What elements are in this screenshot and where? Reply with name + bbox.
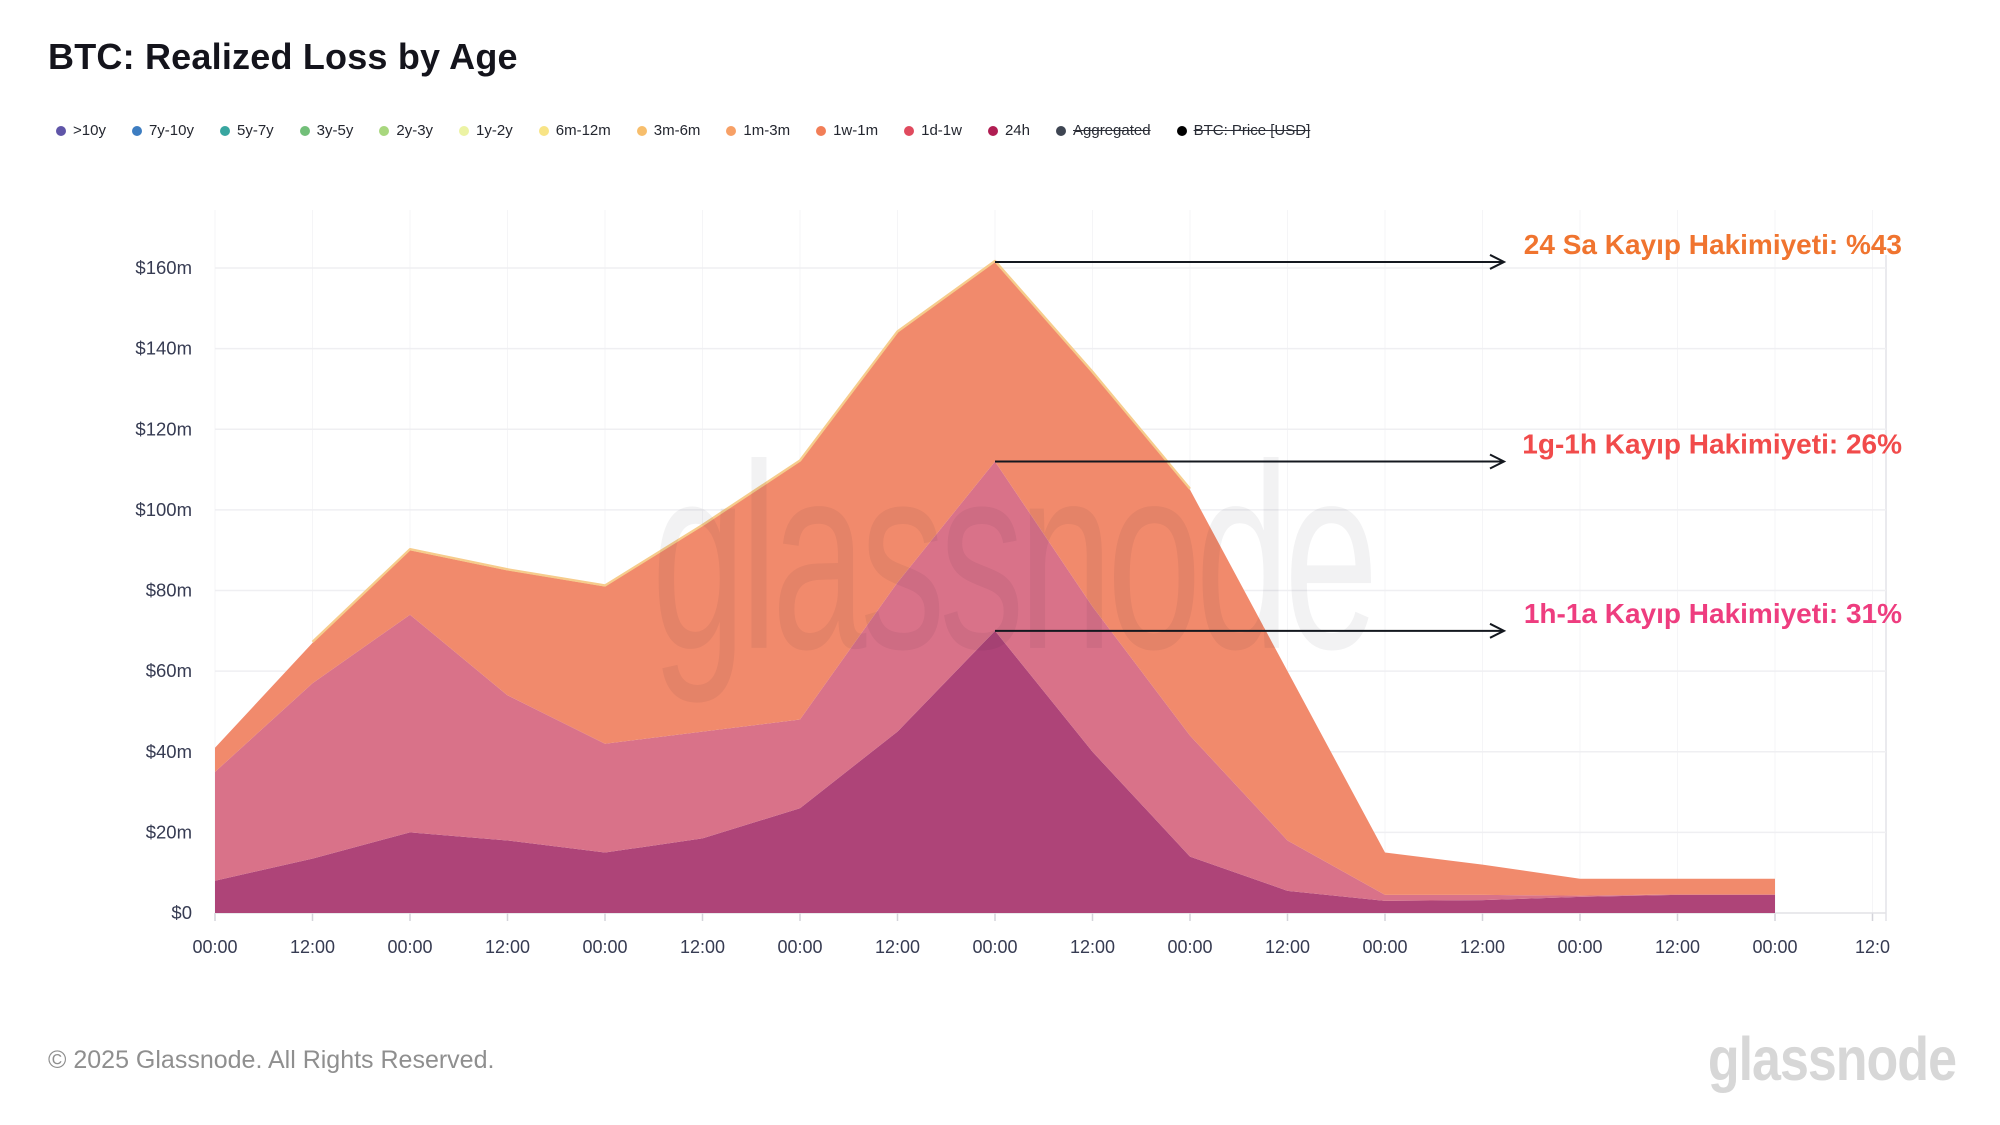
x-tick-label: 00:00 bbox=[1752, 937, 1797, 957]
legend-item-6m-12m[interactable]: 6m-12m bbox=[538, 122, 611, 139]
legend-item-2y-3y[interactable]: 2y-3y bbox=[379, 122, 433, 139]
y-tick-label: $140m bbox=[135, 338, 192, 359]
annotation-arrow-head-icon bbox=[1489, 622, 1507, 639]
x-tick-label: 12:00 bbox=[1655, 937, 1700, 957]
legend-swatch-icon bbox=[379, 125, 390, 136]
x-tick-label: 12:00 bbox=[290, 937, 335, 957]
legend-swatch-icon bbox=[904, 125, 915, 136]
area-top-edge-older-bands bbox=[311, 259, 1191, 643]
x-tick-label: 00:00 bbox=[777, 937, 822, 957]
y-tick-label: $20m bbox=[146, 821, 192, 842]
annotation-label: 1h-1a Kayıp Hakimiyeti: 31% bbox=[1524, 598, 1902, 629]
legend-item-label: 1m-3m bbox=[743, 122, 791, 139]
legend-swatch-icon bbox=[131, 125, 142, 136]
legend-item-label: 7y-10y bbox=[148, 122, 194, 139]
y-tick-label: $160m bbox=[135, 257, 192, 278]
x-tick-label: 12:00 bbox=[875, 937, 920, 957]
legend-item-label: >10y bbox=[73, 122, 106, 139]
legend-item-1m-3m[interactable]: 1m-3m bbox=[726, 122, 790, 139]
legend-swatch-icon bbox=[816, 125, 827, 136]
annotation-arrow-head-icon bbox=[1489, 453, 1507, 470]
glassnode-logo: glassnode bbox=[1707, 1025, 1957, 1095]
legend-item-label: 5y-7y bbox=[236, 122, 274, 139]
x-tick-label: 00:00 bbox=[1557, 937, 1602, 957]
x-tick-label: 00:00 bbox=[972, 937, 1017, 957]
legend-item--10y[interactable]: >10y bbox=[56, 122, 106, 139]
legend-item-label: 3m-6m bbox=[653, 122, 701, 139]
legend-item-label: 3y-5y bbox=[316, 122, 354, 139]
legend-item-label: BTC: Price [USD] bbox=[1193, 122, 1311, 139]
legend-item-label: 1y-2y bbox=[476, 122, 513, 139]
legend-item-7y-10y[interactable]: 7y-10y bbox=[131, 122, 194, 139]
annotation-label: 24 Sa Kayıp Hakimiyeti: %43 bbox=[1524, 229, 1902, 260]
legend-item-3m-6m[interactable]: 3m-6m bbox=[636, 122, 701, 139]
legend-item-1y-2y[interactable]: 1y-2y bbox=[459, 122, 513, 139]
x-tick-label: 12:00 bbox=[485, 937, 530, 957]
y-tick-label: $0 bbox=[171, 902, 192, 923]
legend-swatch-icon bbox=[56, 125, 66, 136]
watermark-text: glassnode bbox=[652, 409, 1373, 704]
legend-item-label: 1w-1m bbox=[833, 122, 879, 139]
legend-swatch-icon bbox=[1056, 125, 1066, 136]
x-tick-label: 00:00 bbox=[192, 937, 237, 957]
legend-item-btc-price-usd-[interactable]: BTC: Price [USD] bbox=[1176, 122, 1311, 139]
legend-item-1d-1w[interactable]: 1d-1w bbox=[904, 122, 962, 139]
annotation-arrow-head-icon bbox=[1489, 254, 1507, 270]
y-tick-label: $40m bbox=[146, 741, 192, 762]
area-band-1d-1w bbox=[215, 461, 1775, 901]
y-tick-label: $100m bbox=[135, 499, 192, 520]
legend-swatch-icon bbox=[1176, 125, 1187, 136]
legend-item-5y-7y[interactable]: 5y-7y bbox=[219, 122, 274, 139]
legend-item-3y-5y[interactable]: 3y-5y bbox=[299, 122, 354, 139]
legend-swatch-icon bbox=[219, 125, 230, 136]
x-tick-label: 12:00 bbox=[1070, 937, 1115, 957]
x-tick-label: 12:0 bbox=[1855, 937, 1890, 957]
y-tick-label: $120m bbox=[135, 418, 192, 439]
legend-swatch-icon bbox=[987, 125, 998, 136]
x-tick-label: 00:00 bbox=[387, 937, 432, 957]
page-title: BTC: Realized Loss by Age bbox=[48, 36, 518, 77]
x-tick-label: 00:00 bbox=[1362, 937, 1407, 957]
legend-item-24h[interactable]: 24h bbox=[987, 122, 1030, 139]
legend-item-label: 1d-1w bbox=[921, 122, 962, 139]
annotation-label: 1g-1h Kayıp Hakimiyeti: 26% bbox=[1522, 429, 1902, 460]
x-tick-label: 00:00 bbox=[582, 937, 627, 957]
legend-swatch-icon bbox=[538, 125, 549, 136]
area-band-1w-1m bbox=[215, 261, 1775, 896]
legend-item-1w-1m[interactable]: 1w-1m bbox=[816, 122, 878, 139]
x-tick-label: 00:00 bbox=[1167, 937, 1212, 957]
copyright-text: © 2025 Glassnode. All Rights Reserved. bbox=[48, 1046, 495, 1074]
y-tick-label: $80m bbox=[146, 580, 192, 601]
legend-item-label: 2y-3y bbox=[396, 122, 434, 139]
legend-item-label: Aggregated bbox=[1073, 122, 1151, 139]
x-tick-label: 12:00 bbox=[680, 937, 725, 957]
legend-item-label: 24h bbox=[1004, 122, 1030, 139]
area-band-24h bbox=[215, 630, 1775, 913]
legend-swatch-icon bbox=[299, 125, 310, 136]
legend-swatch-icon bbox=[636, 125, 647, 136]
y-tick-label: $60m bbox=[146, 660, 192, 681]
legend-swatch-icon bbox=[459, 125, 470, 136]
legend-item-aggregated[interactable]: Aggregated bbox=[1056, 122, 1151, 139]
chart-legend: >10y 7y-10y 5y-7y 3y-5y 2y-3y 1y-2y 6m-12m 3m-6… bbox=[56, 122, 1310, 139]
x-tick-label: 12:00 bbox=[1265, 937, 1310, 957]
legend-item-label: 6m-12m bbox=[555, 122, 611, 139]
x-tick-label: 12:00 bbox=[1460, 937, 1505, 957]
legend-swatch-icon bbox=[726, 125, 737, 136]
